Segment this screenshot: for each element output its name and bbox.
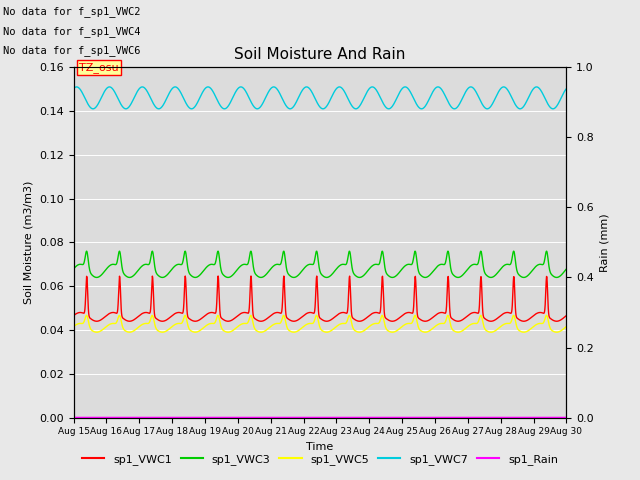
Text: No data for f_sp1_VWC6: No data for f_sp1_VWC6: [3, 45, 141, 56]
Y-axis label: Soil Moisture (m3/m3): Soil Moisture (m3/m3): [24, 180, 33, 304]
Text: No data for f_sp1_VWC2: No data for f_sp1_VWC2: [3, 6, 141, 17]
Y-axis label: Rain (mm): Rain (mm): [600, 213, 609, 272]
Legend: sp1_VWC1, sp1_VWC3, sp1_VWC5, sp1_VWC7, sp1_Rain: sp1_VWC1, sp1_VWC3, sp1_VWC5, sp1_VWC7, …: [77, 450, 563, 469]
Title: Soil Moisture And Rain: Soil Moisture And Rain: [234, 47, 406, 62]
Text: TZ_osu: TZ_osu: [79, 62, 119, 73]
X-axis label: Time: Time: [307, 442, 333, 452]
Text: No data for f_sp1_VWC4: No data for f_sp1_VWC4: [3, 25, 141, 36]
